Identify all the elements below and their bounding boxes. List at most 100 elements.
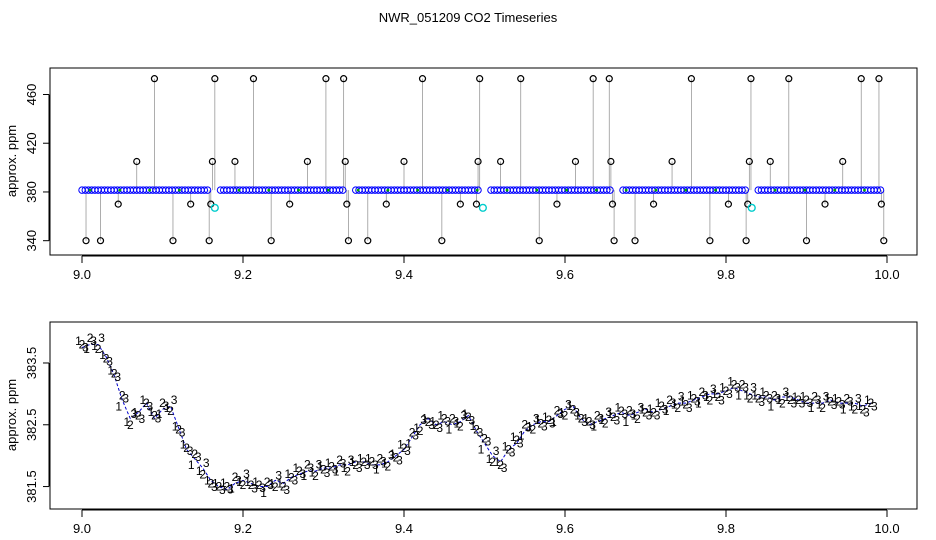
baseline-accent-point bbox=[148, 188, 152, 192]
baseline-accent-point bbox=[505, 188, 509, 192]
marker-2: 2 bbox=[570, 402, 577, 416]
marker-2: 2 bbox=[868, 396, 875, 410]
marker-3: 3 bbox=[533, 411, 540, 425]
x-tick-label: 10.0 bbox=[874, 521, 899, 536]
marker-1: 1 bbox=[647, 402, 654, 416]
marker-2: 2 bbox=[377, 452, 384, 466]
marker-1: 1 bbox=[792, 390, 799, 404]
marker-1: 1 bbox=[759, 385, 766, 399]
marker-1: 1 bbox=[83, 342, 90, 356]
marker-2: 2 bbox=[779, 396, 786, 410]
marker-2: 2 bbox=[304, 458, 311, 472]
marker-1: 1 bbox=[655, 396, 662, 410]
marker-2: 2 bbox=[224, 479, 231, 493]
marker-1: 1 bbox=[276, 476, 283, 490]
spike-point bbox=[249, 75, 258, 83]
marker-2: 2 bbox=[699, 385, 706, 399]
baseline-accent-point bbox=[535, 188, 539, 192]
bottom-plot-frame bbox=[49, 321, 918, 510]
marker-2: 2 bbox=[731, 377, 738, 391]
marker-1: 1 bbox=[784, 390, 791, 404]
marker-1: 1 bbox=[824, 391, 831, 405]
marker-3: 3 bbox=[251, 481, 258, 495]
marker-3: 3 bbox=[396, 453, 403, 467]
marker-3: 3 bbox=[171, 393, 178, 407]
marker-1: 1 bbox=[631, 409, 638, 423]
spike-point bbox=[517, 75, 525, 83]
spike-point bbox=[267, 237, 275, 245]
marker-3: 3 bbox=[179, 426, 186, 440]
marker-2: 2 bbox=[256, 478, 263, 492]
spike-point bbox=[687, 75, 695, 83]
spike-point bbox=[839, 157, 847, 166]
marker-3: 3 bbox=[412, 429, 419, 443]
spike-point bbox=[474, 157, 482, 166]
figure-title: NWR_051209 CO2 Timeseries bbox=[379, 10, 558, 25]
marker-1: 1 bbox=[123, 415, 130, 429]
marker-1: 1 bbox=[301, 469, 308, 483]
baseline-point bbox=[873, 186, 882, 194]
marker-1: 1 bbox=[421, 412, 428, 426]
marker-1: 1 bbox=[252, 475, 259, 489]
x-tick-label: 9.2 bbox=[234, 521, 252, 536]
marker-1: 1 bbox=[711, 387, 718, 401]
marker-2: 2 bbox=[505, 442, 512, 456]
marker-1: 1 bbox=[663, 404, 670, 418]
marker-3: 3 bbox=[557, 407, 564, 421]
spike-point bbox=[114, 200, 122, 208]
spike-point bbox=[208, 157, 217, 166]
marker-1: 1 bbox=[196, 464, 203, 478]
marker-3: 3 bbox=[275, 469, 282, 483]
marker-3: 3 bbox=[444, 415, 451, 429]
marker-3: 3 bbox=[452, 415, 459, 429]
marker-2: 2 bbox=[481, 432, 488, 446]
marker-2: 2 bbox=[425, 415, 432, 429]
marker-3: 3 bbox=[469, 413, 476, 427]
marker-2: 2 bbox=[441, 411, 448, 425]
marker-1: 1 bbox=[148, 405, 155, 419]
baseline-accent-point bbox=[863, 188, 866, 192]
marker-2: 2 bbox=[352, 458, 359, 472]
marker-2: 2 bbox=[288, 470, 295, 484]
marker-3: 3 bbox=[235, 473, 242, 487]
marker-3: 3 bbox=[807, 396, 814, 410]
marker-2: 2 bbox=[312, 469, 319, 483]
x-tick-label: 10.0 bbox=[874, 267, 899, 282]
marker-2: 2 bbox=[650, 405, 657, 419]
marker-2: 2 bbox=[207, 477, 214, 491]
marker-3: 3 bbox=[90, 334, 97, 348]
marker-1: 1 bbox=[639, 402, 646, 416]
baseline-point bbox=[203, 186, 212, 194]
trend-line bbox=[81, 343, 872, 491]
marker-3: 3 bbox=[702, 388, 709, 402]
marker-1: 1 bbox=[518, 429, 525, 443]
marker-3: 3 bbox=[758, 395, 765, 409]
marker-3: 3 bbox=[581, 415, 588, 429]
marker-1: 1 bbox=[534, 413, 541, 427]
marker-2: 2 bbox=[602, 416, 609, 430]
marker-2: 2 bbox=[538, 416, 545, 430]
marker-2: 2 bbox=[409, 425, 416, 439]
x-tick-label: 9.2 bbox=[234, 267, 252, 282]
marker-2: 2 bbox=[819, 401, 826, 415]
baseline-point bbox=[335, 186, 344, 194]
marker-2: 2 bbox=[594, 408, 601, 422]
marker-3: 3 bbox=[799, 396, 806, 410]
marker-2: 2 bbox=[143, 396, 150, 410]
top-y-axis-label: approx. ppm bbox=[4, 125, 19, 197]
marker-2: 2 bbox=[851, 403, 858, 417]
marker-3: 3 bbox=[670, 396, 677, 410]
marker-1: 1 bbox=[172, 419, 179, 433]
marker-3: 3 bbox=[324, 466, 331, 480]
marker-2: 2 bbox=[642, 406, 649, 420]
marker-2: 2 bbox=[79, 337, 86, 351]
marker-1: 1 bbox=[75, 334, 82, 348]
top-calibration-points bbox=[210, 203, 756, 212]
spike-point bbox=[364, 237, 372, 245]
spike-point bbox=[343, 200, 351, 208]
marker-2: 2 bbox=[216, 480, 223, 494]
marker-2: 2 bbox=[95, 342, 102, 356]
marker-1: 1 bbox=[413, 421, 420, 435]
marker-3: 3 bbox=[646, 409, 653, 423]
marker-2: 2 bbox=[529, 423, 536, 437]
